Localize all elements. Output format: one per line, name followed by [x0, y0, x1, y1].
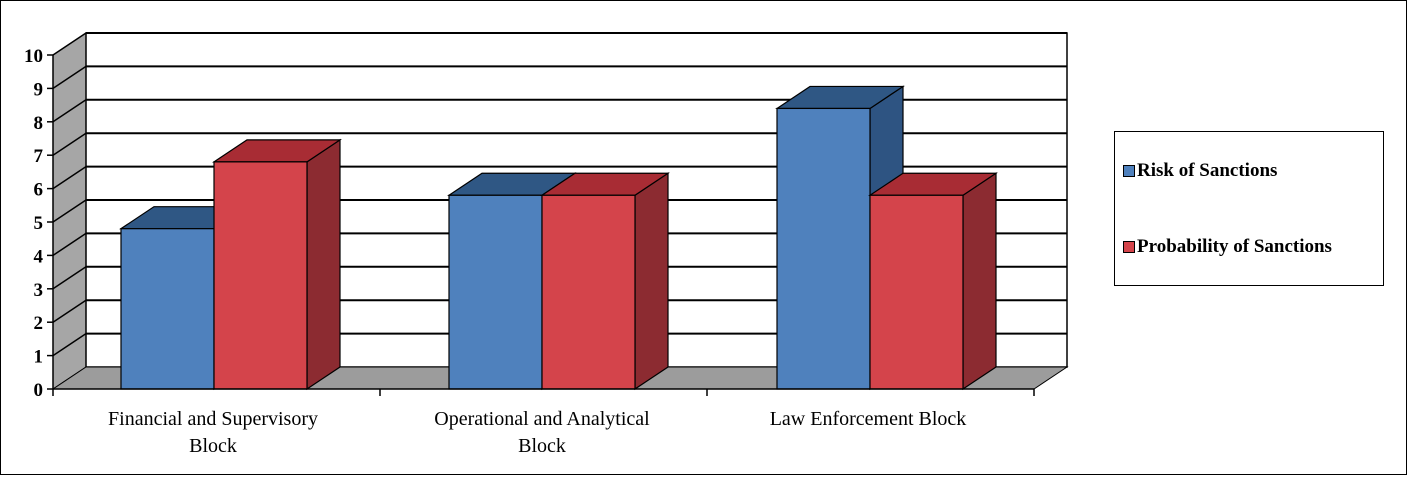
x-category-label: Financial and Supervisory [108, 408, 318, 430]
wall-gridline [52, 32, 87, 56]
y-tick-label: 9 [34, 79, 44, 100]
bar-probability-1-side [306, 138, 341, 391]
x-category-label: Operational and Analytical [434, 408, 650, 430]
y-tick-label: 2 [34, 313, 44, 334]
y-tick-label: 5 [34, 213, 44, 234]
wall-gridline [52, 332, 87, 357]
y-tick-label: 4 [34, 246, 44, 267]
wall-gridline [52, 266, 87, 290]
y-tick-label: 6 [34, 180, 44, 201]
bar-probability-3-side [962, 172, 997, 391]
bar-risk-1 [120, 228, 215, 390]
x-category-label: Block [189, 435, 237, 457]
legend-swatch [1123, 241, 1135, 253]
y-tick-label: 7 [34, 146, 44, 167]
bar-risk-2 [448, 194, 543, 390]
x-category-label: Law Enforcement Block [770, 408, 967, 430]
wall-gridline [52, 165, 87, 190]
wall-gridline [52, 199, 87, 223]
y-tick-label: 10 [24, 46, 43, 67]
legend-item-risk: Risk of Sanctions [1123, 160, 1277, 182]
wall-gridline [52, 99, 87, 123]
x-category-label: Block [518, 435, 566, 457]
wall-gridline [52, 232, 87, 257]
y-tick-label: 1 [34, 347, 44, 368]
legend-item-probability: Probability of Sanctions [1123, 236, 1332, 258]
y-tick-label: 0 [34, 380, 44, 401]
bar-probability-3 [869, 194, 964, 390]
legend: Risk of Sanctions Probability of Sanction… [1114, 131, 1384, 286]
legend-swatch [1123, 165, 1135, 177]
y-tick-label: 8 [34, 113, 44, 134]
bar-probability-2-side [634, 172, 669, 391]
legend-label: Probability of Sanctions [1137, 236, 1332, 257]
legend-label: Risk of Sanctions [1137, 160, 1278, 181]
bar-risk-3 [776, 107, 871, 390]
wall-gridline [52, 299, 87, 323]
wall-gridline [52, 65, 87, 90]
wall-gridline [52, 132, 87, 156]
bar-probability-2 [541, 194, 636, 390]
bar-probability-1 [213, 161, 308, 390]
y-tick-label: 3 [34, 280, 44, 301]
